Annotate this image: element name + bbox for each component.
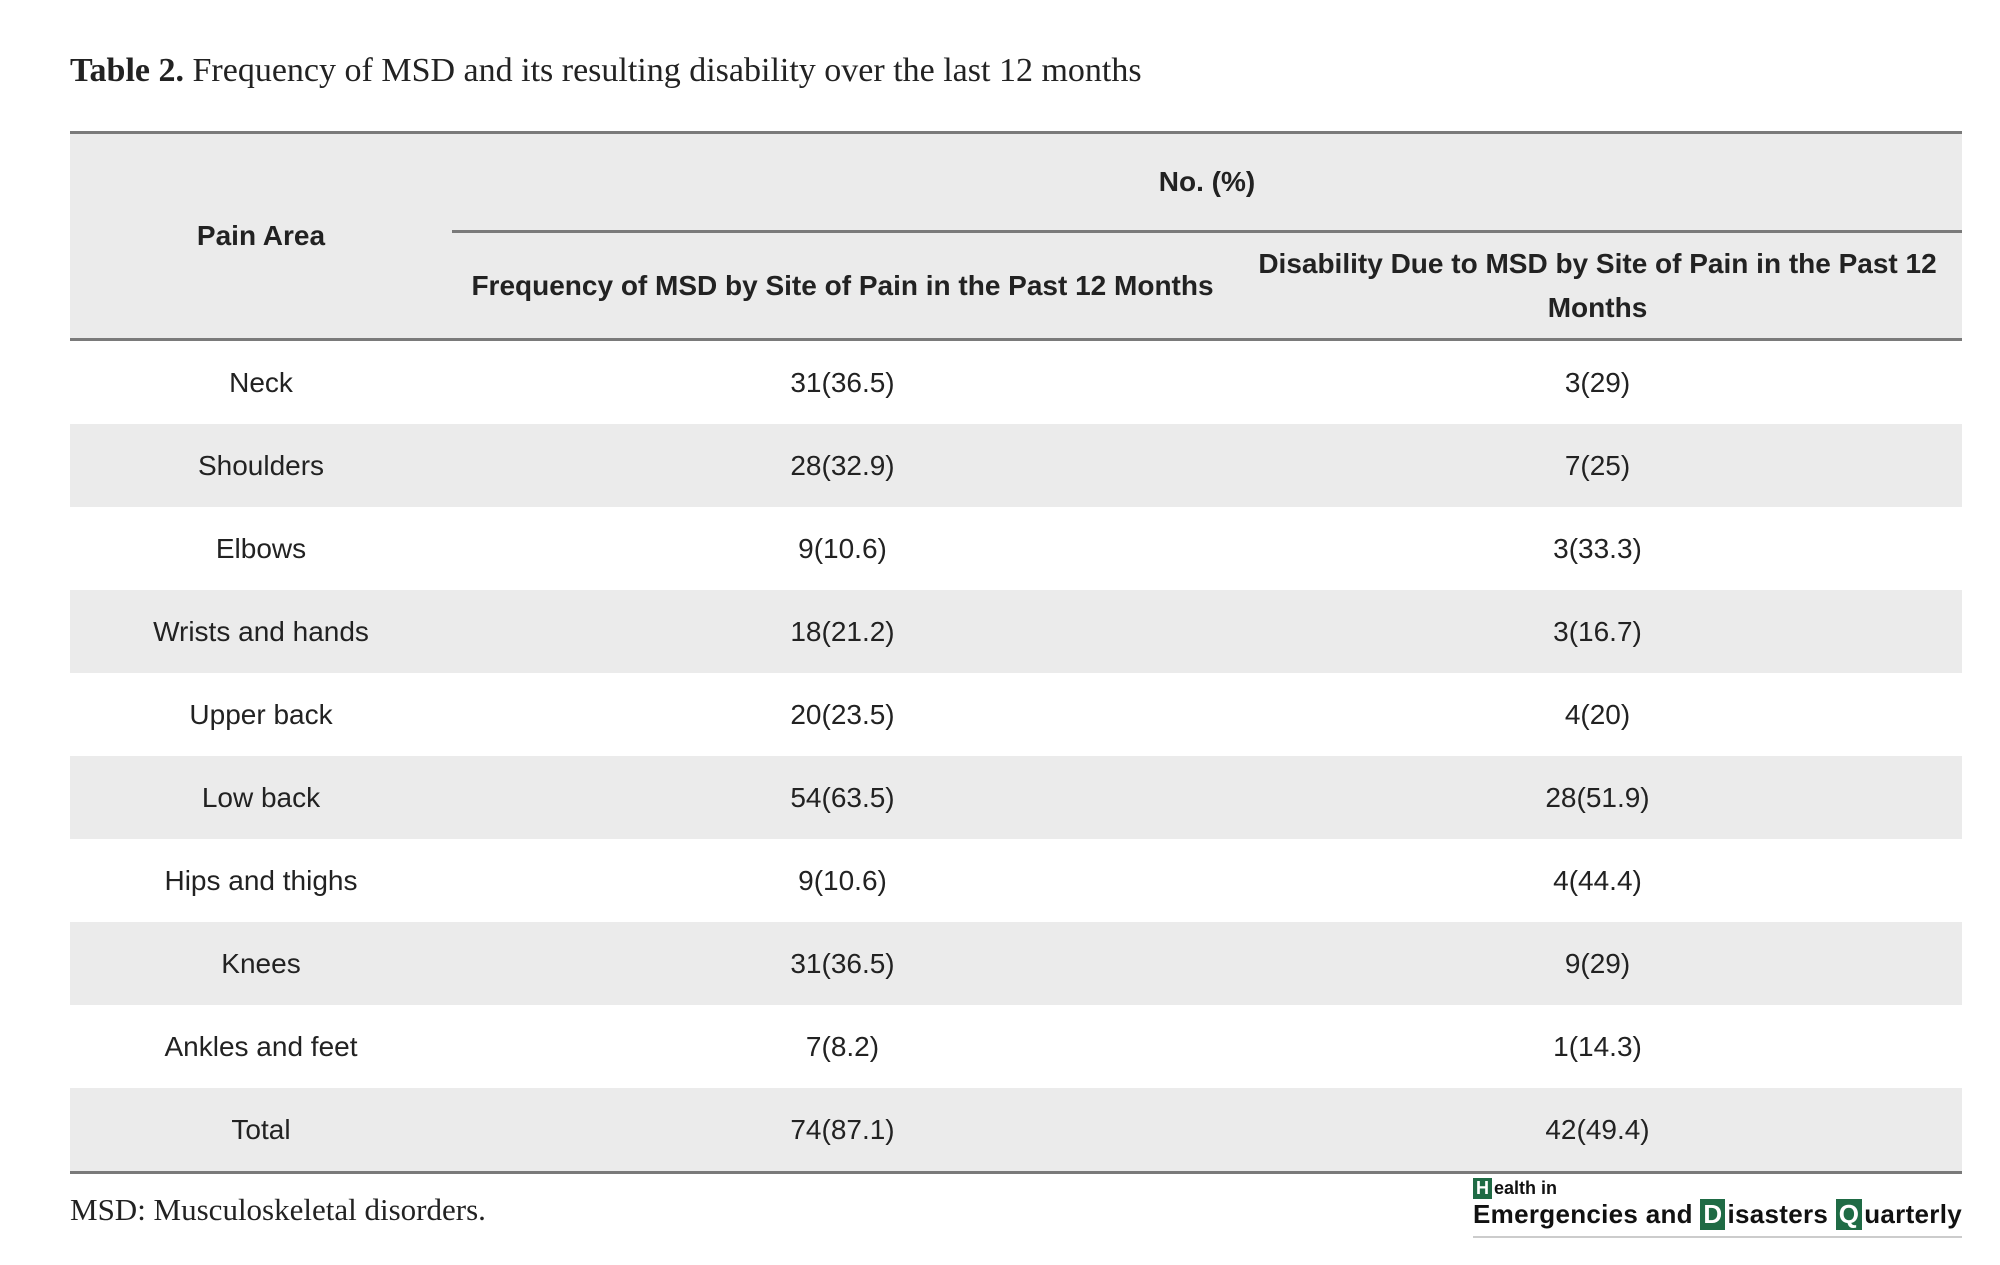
table-row: Wrists and hands 18(21.2) 3(16.7) [70,590,1962,673]
table-caption: Table 2. Frequency of MSD and its result… [70,52,1142,90]
cell-pain-area: Shoulders [70,424,452,507]
logo-text: ealth in [1494,1178,1558,1198]
cell-pain-area: Knees [70,922,452,1005]
header-group-no-percent: No. (%) [452,131,1962,232]
header-pain-area: Pain Area [70,131,452,341]
table-row: Knees 31(36.5) 9(29) [70,922,1962,1005]
logo-text: isasters [1727,1199,1836,1229]
header-disability: Disability Due to MSD by Site of Pain in… [1233,230,1962,341]
cell-disability: 1(14.3) [1553,1030,1642,1062]
cell-disability: 4(44.4) [1553,864,1642,896]
cell-disability: 42(49.4) [1233,1088,1962,1174]
table-row: Total 74(87.1) 42(49.4) [70,1088,1962,1174]
table-row: Hips and thighs 9(10.6) 4(44.4) [70,839,1962,922]
cell-pain-area: Total [70,1088,452,1174]
cell-disability: 3(33.3) [1553,532,1642,564]
logo-text: uarterly [1864,1199,1962,1229]
cell-disability: 7(25) [1233,424,1962,507]
cell-disability: 3(29) [1564,366,1631,398]
cell-frequency: 18(21.2) [452,590,1233,673]
caption-label: Table 2. [70,52,185,89]
cell-frequency: 54(63.5) [452,756,1233,839]
cell-disability: 4(20) [1564,698,1631,730]
cell-disability: 3(16.7) [1233,590,1962,673]
logo-text: Emergencies and [1473,1199,1701,1229]
cell-pain-area: Elbows [215,532,307,564]
cell-pain-area: Neck [229,366,293,398]
msd-table: Pain Area No. (%) Frequency of MSD by Si… [70,131,1962,1174]
logo-initial-q: Q [1835,1199,1863,1230]
cell-pain-area: Ankles and feet [164,1030,358,1062]
cell-frequency: 31(36.5) [452,922,1233,1005]
table-row: Low back 54(63.5) 28(51.9) [70,756,1962,839]
table-row: Upper back 20(23.5) 4(20) [70,673,1962,756]
logo-initial-h: H [1473,1178,1493,1199]
cell-disability: 9(29) [1233,922,1962,1005]
cell-frequency: 31(36.5) [790,366,895,398]
caption-text: Frequency of MSD and its resulting disab… [192,52,1142,89]
cell-frequency: 20(23.5) [790,698,895,730]
cell-frequency: 9(10.6) [798,864,887,896]
cell-frequency: 9(10.6) [798,532,887,564]
cell-pain-area: Wrists and hands [70,590,452,673]
footnote: MSD: Musculoskeletal disorders. [70,1192,486,1227]
cell-pain-area: Low back [70,756,452,839]
cell-frequency: 28(32.9) [452,424,1233,507]
header-frequency: Frequency of MSD by Site of Pain in the … [452,230,1233,341]
cell-pain-area: Upper back [189,698,333,730]
cell-frequency: 74(87.1) [452,1088,1233,1174]
table-row: Shoulders 28(32.9) 7(25) [70,424,1962,507]
table-row: Ankles and feet 7(8.2) 1(14.3) [70,1005,1962,1088]
table-row: Elbows 9(10.6) 3(33.3) [70,507,1962,590]
cell-disability: 28(51.9) [1233,756,1962,839]
table-row: Neck 31(36.5) 3(29) [70,340,1962,425]
logo-initial-d: D [1700,1199,1726,1230]
cell-frequency: 7(8.2) [805,1030,880,1062]
cell-pain-area: Hips and thighs [164,864,358,896]
